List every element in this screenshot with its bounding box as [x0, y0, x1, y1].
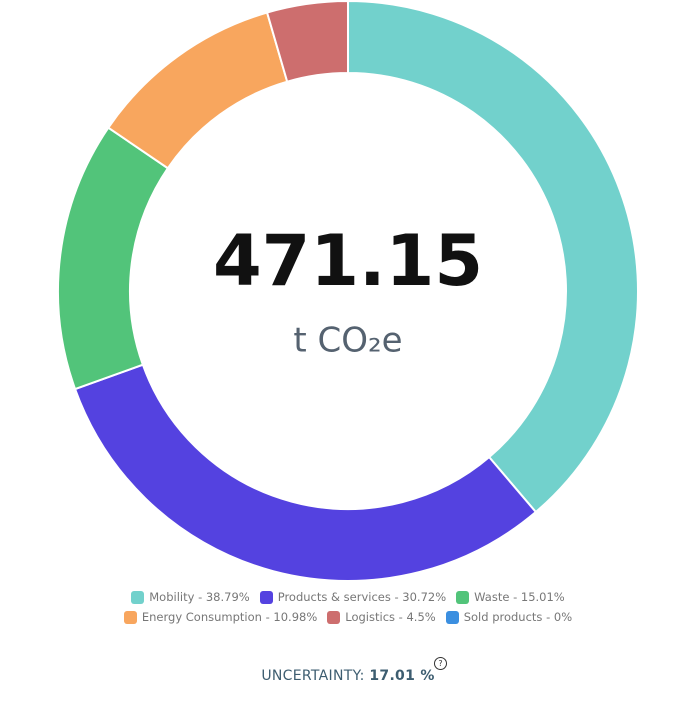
legend-item[interactable]: Mobility - 38.79% [131, 590, 250, 604]
legend-label: Products & services - 30.72% [277, 590, 447, 604]
legend-label: Waste - 15.01% [474, 590, 565, 604]
legend-label: Sold products - 0% [463, 610, 573, 624]
legend-swatch [259, 590, 273, 604]
legend-swatch [131, 590, 145, 604]
legend-item[interactable]: Waste - 15.01% [456, 590, 565, 604]
legend-swatch [445, 610, 459, 624]
legend-swatch [456, 590, 470, 604]
donut-segment [347, 0, 639, 514]
help-icon[interactable]: ? [434, 657, 447, 670]
legend-item[interactable]: Products & services - 30.72% [259, 590, 447, 604]
legend-label: Logistics - 4.5% [345, 610, 436, 624]
center-unit: t CO₂e [293, 321, 402, 361]
donut-segment [73, 363, 538, 582]
legend-label: Mobility - 38.79% [149, 590, 250, 604]
legend-item[interactable]: Energy Consumption - 10.98% [123, 610, 318, 624]
donut-segment [106, 11, 289, 170]
uncertainty-label: UNCERTAINTY: [261, 668, 365, 684]
legend-label: Energy Consumption - 10.98% [141, 610, 318, 624]
legend-item[interactable]: Logistics - 4.5% [327, 610, 436, 624]
uncertainty: UNCERTAINTY: 17.01 % [0, 668, 696, 684]
legend-item[interactable]: Sold products - 0% [445, 610, 573, 624]
legend: Mobility - 38.79% Products & services - 3… [110, 590, 586, 624]
donut-segment [57, 126, 170, 391]
uncertainty-value: 17.01 % [369, 668, 435, 684]
legend-swatch [123, 610, 137, 624]
center-value: 471.15 [213, 220, 483, 302]
legend-swatch [327, 610, 341, 624]
chart: 471.15 t CO₂e [57, 0, 639, 582]
